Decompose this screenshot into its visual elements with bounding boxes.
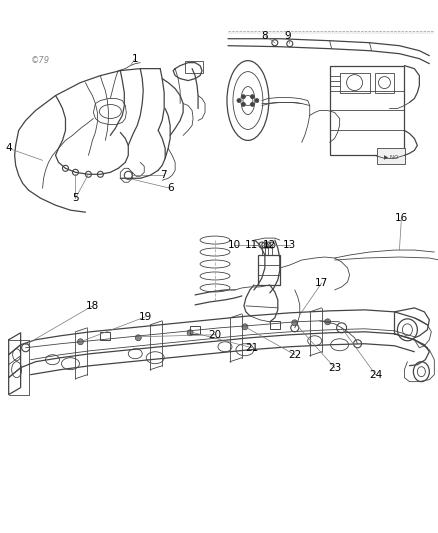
Text: 4: 4 — [5, 143, 12, 154]
Text: 19: 19 — [138, 312, 152, 322]
Text: 22: 22 — [287, 350, 301, 360]
Text: 18: 18 — [85, 301, 99, 311]
Circle shape — [241, 102, 245, 107]
Text: 5: 5 — [72, 193, 78, 203]
Text: 21: 21 — [245, 343, 258, 353]
Circle shape — [187, 330, 193, 336]
Text: 23: 23 — [327, 362, 340, 373]
Circle shape — [324, 319, 330, 325]
Circle shape — [241, 95, 245, 99]
Circle shape — [77, 339, 83, 345]
Text: 24: 24 — [368, 370, 381, 379]
Text: 20: 20 — [208, 330, 221, 340]
Circle shape — [250, 95, 254, 99]
Text: 10: 10 — [227, 240, 240, 250]
Circle shape — [254, 99, 258, 102]
Text: 9: 9 — [284, 31, 290, 41]
Circle shape — [291, 320, 297, 326]
Text: 12: 12 — [263, 240, 276, 250]
Bar — [329, 66, 403, 155]
Bar — [269, 321, 279, 329]
Circle shape — [241, 324, 247, 330]
Text: 1: 1 — [132, 54, 138, 63]
Text: 13: 13 — [283, 240, 296, 250]
Circle shape — [135, 335, 141, 341]
Text: ©79: ©79 — [31, 56, 50, 65]
Circle shape — [250, 102, 254, 107]
Bar — [190, 326, 200, 334]
Text: 11: 11 — [245, 240, 258, 250]
Text: 7: 7 — [159, 170, 166, 180]
Bar — [257, 255, 279, 285]
Text: 6: 6 — [166, 183, 173, 193]
Text: 8: 8 — [261, 31, 268, 41]
Bar — [339, 72, 369, 93]
Bar — [185, 61, 203, 72]
Text: 17: 17 — [314, 278, 328, 288]
Bar — [377, 148, 404, 164]
Text: ▶ NO: ▶ NO — [383, 154, 398, 159]
Bar — [100, 332, 110, 340]
Circle shape — [237, 99, 240, 102]
Bar — [374, 72, 394, 93]
Text: 16: 16 — [394, 213, 407, 223]
